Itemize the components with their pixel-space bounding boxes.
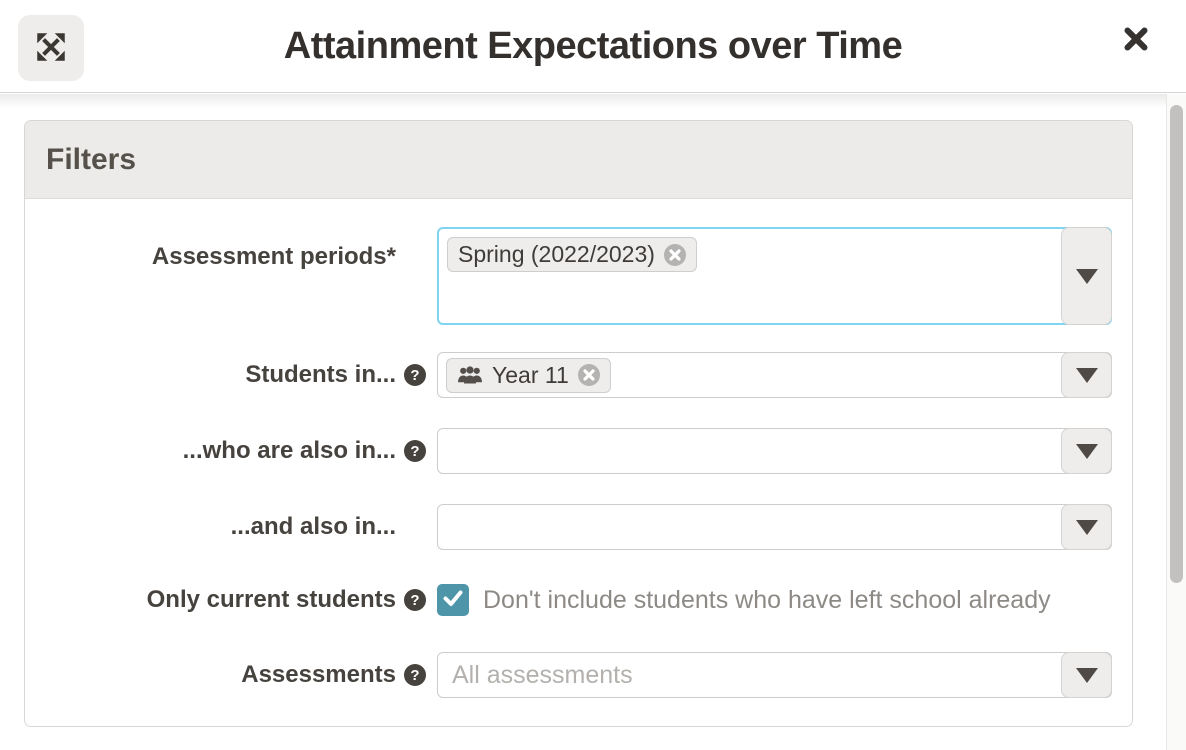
help-slot: ? bbox=[396, 364, 437, 386]
assessments-input[interactable] bbox=[437, 652, 1112, 698]
tag-label: Year 11 bbox=[492, 361, 569, 388]
scrollbar-thumb[interactable] bbox=[1170, 105, 1183, 583]
checkbox-description: Don't include students who have left sch… bbox=[483, 585, 1051, 614]
close-icon bbox=[1122, 25, 1150, 56]
row-students-in: Students in... ? bbox=[25, 352, 1112, 398]
and-also-in-label: ...and also in... bbox=[230, 513, 396, 540]
close-button[interactable] bbox=[1116, 20, 1156, 60]
scrollbar-track[interactable] bbox=[1166, 94, 1186, 750]
who-also-in-select[interactable] bbox=[437, 428, 1112, 474]
page-title: Attainment Expectations over Time bbox=[283, 25, 903, 67]
row-who-also-in: ...who are also in... ? bbox=[25, 428, 1112, 474]
caret-down-icon bbox=[1075, 268, 1098, 284]
users-icon bbox=[457, 365, 483, 385]
expand-arrows-icon bbox=[33, 29, 69, 68]
caret-down-icon bbox=[1075, 519, 1098, 535]
help-slot: ? bbox=[396, 664, 437, 686]
students-in-select[interactable]: Year 11 bbox=[437, 352, 1112, 398]
dropdown-button[interactable] bbox=[1061, 504, 1112, 550]
remove-tag-icon[interactable] bbox=[577, 364, 600, 386]
filters-body: Assessment periods* Spring (2022/2023) bbox=[25, 199, 1132, 698]
dropdown-button[interactable] bbox=[1061, 428, 1112, 474]
students-in-label: Students in... bbox=[245, 361, 396, 388]
question-circle-icon[interactable]: ? bbox=[404, 440, 426, 462]
only-current-students-checkbox[interactable] bbox=[437, 584, 469, 616]
only-current-students-control: Don't include students who have left sch… bbox=[437, 584, 1112, 616]
caret-down-icon bbox=[1075, 667, 1098, 683]
and-also-in-select[interactable] bbox=[437, 504, 1112, 550]
assessment-periods-select[interactable]: Spring (2022/2023) bbox=[437, 227, 1112, 325]
caret-down-icon bbox=[1075, 367, 1098, 383]
modal-header: Attainment Expectations over Time bbox=[0, 0, 1186, 93]
question-circle-icon[interactable]: ? bbox=[404, 589, 426, 611]
assessments-control bbox=[437, 652, 1112, 698]
row-assessment-periods: Assessment periods* Spring (2022/2023) bbox=[25, 227, 1112, 325]
row-only-current-students: Only current students ? Don't include st… bbox=[25, 584, 1112, 616]
who-also-in-control bbox=[437, 428, 1112, 474]
dropdown-button[interactable] bbox=[1061, 652, 1112, 698]
row-assessments: Assessments ? bbox=[25, 652, 1112, 698]
header-shadow bbox=[0, 94, 1186, 108]
dropdown-button[interactable] bbox=[1061, 352, 1112, 398]
checkmark-icon bbox=[441, 586, 465, 615]
assessment-periods-control: Spring (2022/2023) bbox=[437, 227, 1112, 325]
expand-button[interactable] bbox=[18, 15, 84, 81]
selected-tag: Year 11 bbox=[446, 357, 611, 393]
and-also-in-control bbox=[437, 504, 1112, 550]
remove-tag-icon[interactable] bbox=[663, 243, 686, 266]
only-current-students-label: Only current students bbox=[146, 586, 396, 613]
tag-label: Spring (2022/2023) bbox=[458, 241, 655, 267]
dropdown-button[interactable] bbox=[1061, 227, 1112, 325]
help-slot: ? bbox=[396, 440, 437, 462]
assessments-label: Assessments bbox=[241, 661, 396, 688]
question-circle-icon[interactable]: ? bbox=[404, 664, 426, 686]
help-slot bbox=[396, 227, 437, 243]
help-slot: ? bbox=[396, 589, 437, 611]
assessment-periods-label: Assessment periods* bbox=[151, 243, 396, 270]
row-and-also-in: ...and also in... bbox=[25, 504, 1112, 550]
selected-tag: Spring (2022/2023) bbox=[447, 237, 697, 272]
question-circle-icon[interactable]: ? bbox=[404, 364, 426, 386]
who-also-in-label: ...who are also in... bbox=[182, 437, 396, 464]
filters-panel: Filters Assessment periods* Spring (2022… bbox=[24, 120, 1133, 727]
caret-down-icon bbox=[1075, 443, 1098, 459]
students-in-control: Year 11 bbox=[437, 352, 1112, 398]
filters-heading: Filters bbox=[25, 121, 1132, 199]
